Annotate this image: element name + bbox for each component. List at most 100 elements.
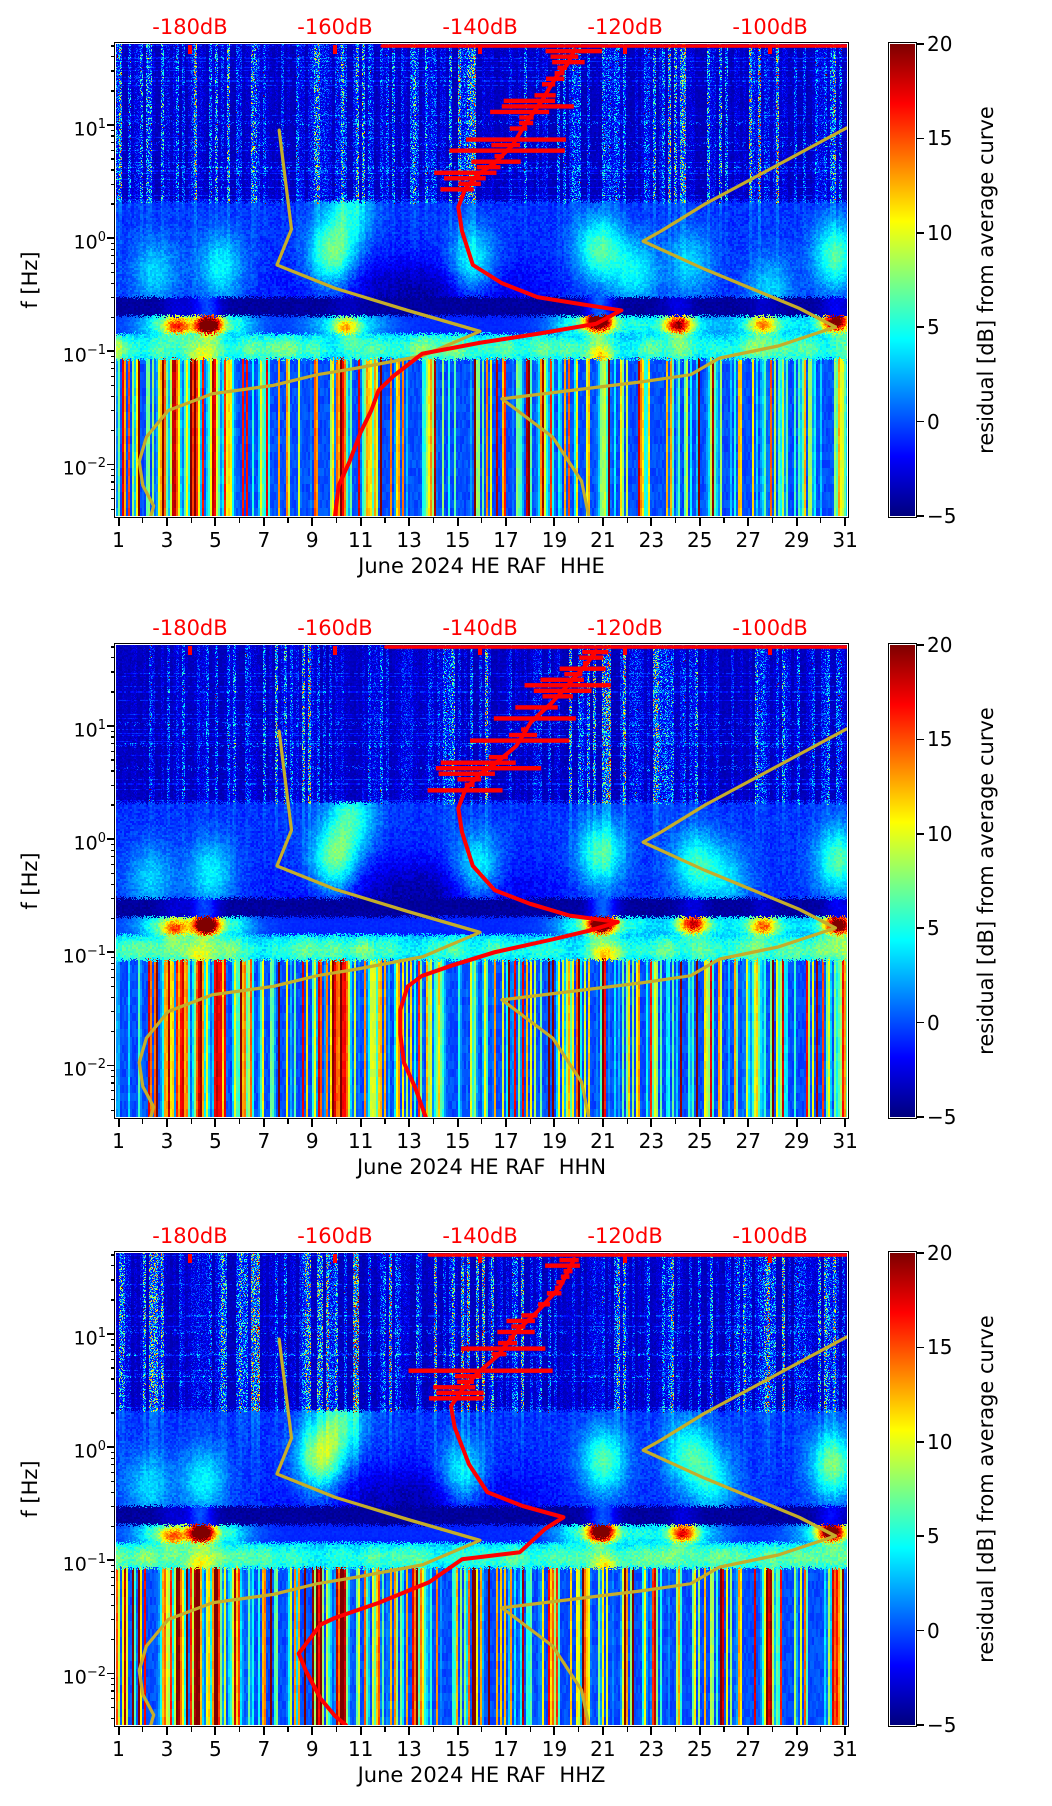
top-db-tick <box>333 646 337 655</box>
y-tick-label: 100 <box>73 1439 106 1463</box>
x-tick <box>844 1727 847 1735</box>
y-minor-tick <box>110 1279 115 1281</box>
colorbar-tick <box>917 1021 924 1024</box>
x-tick <box>529 518 531 523</box>
colorbar-tick <box>917 137 924 140</box>
x-tick-label: 13 <box>396 1129 422 1153</box>
x-tick-label: 5 <box>209 1129 222 1153</box>
x-tick <box>262 518 265 526</box>
colorbar-tick-label: 10 <box>927 220 953 245</box>
top-db-tick <box>188 646 192 655</box>
x-tick-label: 19 <box>541 1737 568 1761</box>
y-tick-label: 101 <box>73 117 106 141</box>
spectrogram-canvas-hhe <box>116 44 847 516</box>
x-tick <box>795 1119 798 1127</box>
colorbar-tick <box>917 420 924 423</box>
y-minor-tick <box>110 1457 115 1459</box>
x-tick-label: 21 <box>590 1737 616 1761</box>
y-minor-tick <box>110 361 115 363</box>
y-minor-tick <box>110 1570 115 1572</box>
x-tick <box>529 1119 531 1124</box>
y-major-tick <box>107 237 115 240</box>
x-tick-label: 25 <box>687 1129 713 1153</box>
colorbar-tick-label: 0 <box>927 1010 940 1035</box>
y-minor-tick <box>110 1451 115 1453</box>
top-db-tick <box>768 646 772 655</box>
top-db-tick-label: -180dB <box>152 15 228 39</box>
y-minor-tick <box>110 1593 115 1595</box>
y-tick-label: 10−2 <box>62 456 106 480</box>
y-axis-title-hhz: f [Hz] <box>18 1460 42 1518</box>
top-db-tick <box>623 1254 627 1263</box>
x-tick <box>578 518 580 523</box>
y-minor-tick <box>110 368 115 370</box>
colorbar-tick-label: 0 <box>927 409 940 434</box>
y-major-tick <box>107 124 115 126</box>
colorbar-title-hhn: residual [dB] from average curve <box>974 707 998 1055</box>
x-tick <box>142 1727 144 1732</box>
colorbar-tick-label: 0 <box>927 1618 940 1643</box>
x-tick <box>820 1119 822 1124</box>
top-db-tick <box>623 646 627 655</box>
y-minor-tick <box>110 316 115 318</box>
y-major-tick <box>107 350 115 353</box>
y-minor-tick <box>110 750 115 752</box>
y-minor-tick <box>110 1378 115 1380</box>
y-minor-tick <box>110 1584 115 1586</box>
x-tick <box>553 1119 556 1127</box>
top-db-tick-label: -140dB <box>442 15 518 39</box>
colorbar-canvas-hhe <box>890 44 915 516</box>
x-tick <box>117 1119 120 1127</box>
y-axis-title-hhe: f [Hz] <box>18 251 42 309</box>
x-tick <box>674 1727 677 1732</box>
y-minor-tick <box>110 262 115 264</box>
y-minor-tick <box>110 90 115 92</box>
top-db-tick-label: -160dB <box>297 1224 373 1248</box>
x-tick <box>723 518 725 523</box>
y-minor-tick <box>110 657 115 659</box>
x-tick <box>601 518 604 526</box>
y-minor-tick <box>110 497 115 500</box>
colorbar-tick <box>917 1724 924 1726</box>
x-tick-label: 7 <box>257 528 271 552</box>
x-tick-label: 15 <box>444 528 471 552</box>
y-minor-tick <box>110 969 115 971</box>
x-tick <box>408 1119 411 1127</box>
x-tick <box>698 1119 701 1127</box>
x-tick <box>481 1727 483 1732</box>
y-minor-tick <box>110 985 115 987</box>
top-db-tick <box>623 45 627 54</box>
colorbar-tick <box>917 738 924 741</box>
colorbar-canvas-hhz <box>890 1253 915 1725</box>
x-tick <box>432 1119 434 1124</box>
x-tick <box>311 1727 314 1735</box>
x-tick <box>771 518 774 523</box>
y-minor-tick <box>110 849 115 851</box>
y-major-tick <box>107 463 115 466</box>
y-minor-tick <box>110 481 115 483</box>
x-tick <box>214 1727 217 1735</box>
x-tick-label: 25 <box>687 528 713 552</box>
y-minor-tick <box>110 1480 115 1482</box>
top-db-tick <box>768 1254 772 1263</box>
y-minor-tick <box>110 1525 115 1527</box>
y-major-tick <box>107 1559 115 1562</box>
x-tick-label: 17 <box>493 528 519 552</box>
top-db-tick <box>333 45 337 54</box>
y-minor-tick <box>110 242 115 244</box>
y-minor-tick <box>110 255 115 257</box>
top-db-tick-label: -120dB <box>587 15 663 39</box>
x-tick <box>626 1727 628 1732</box>
y-minor-tick <box>110 149 115 151</box>
y-minor-tick <box>110 203 115 205</box>
y-minor-tick <box>110 1010 115 1013</box>
y-minor-tick <box>110 141 115 144</box>
x-tick <box>335 518 338 523</box>
x-tick-label: 21 <box>590 1129 616 1153</box>
colorbar-tick-label: −5 <box>927 1713 957 1737</box>
y-minor-tick <box>110 1344 115 1346</box>
colorbar-tick-label: 5 <box>927 315 940 340</box>
colorbar-tick <box>917 231 924 234</box>
colorbar-title-hhz: residual [dB] from average curve <box>974 1315 998 1663</box>
